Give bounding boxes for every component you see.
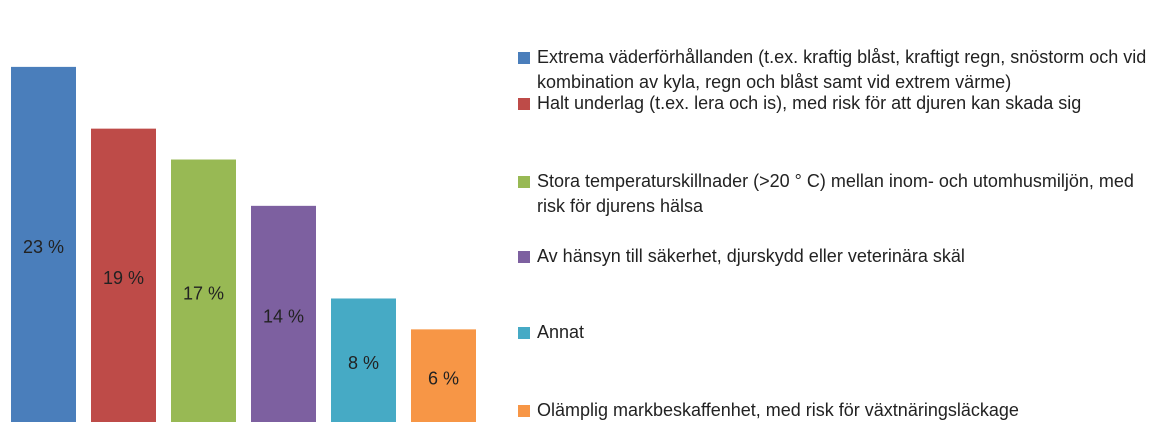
- bar: [251, 205, 316, 422]
- legend-entry: Annat: [518, 320, 1152, 345]
- chart: 23 % 19 % 17 % 14 % 8 % 6 %: [11, 66, 476, 422]
- legend-swatch: [518, 176, 530, 188]
- legend-swatch: [518, 52, 530, 64]
- legend-entry: Stora temperaturskillnader (>20 ° C) mel…: [518, 169, 1152, 219]
- bar: [91, 128, 156, 422]
- legend-label: Halt underlag (t.ex. lera och is), med r…: [537, 93, 1082, 113]
- legend-swatch: [518, 405, 530, 417]
- legend-swatch: [518, 251, 530, 263]
- legend-label: Av hänsyn till säkerhet, djurskydd eller…: [537, 246, 965, 266]
- value-label: 14 %: [263, 307, 304, 327]
- legend-entry: Olämplig markbeskaffenhet, med risk för …: [518, 398, 1152, 423]
- value-label: 23 %: [23, 237, 64, 257]
- value-label: 17 %: [183, 284, 224, 304]
- legend-label: Stora temperaturskillnader (>20 ° C) mel…: [537, 171, 1134, 216]
- value-label: 6 %: [428, 368, 459, 388]
- legend-swatch: [518, 98, 530, 110]
- legend-label: Olämplig markbeskaffenhet, med risk för …: [537, 400, 1019, 420]
- bar: [171, 159, 236, 422]
- legend-label: Annat: [537, 322, 585, 342]
- legend-swatch: [518, 327, 530, 339]
- legend-entry: Halt underlag (t.ex. lera och is), med r…: [518, 91, 1152, 116]
- legend-entry: Av hänsyn till säkerhet, djurskydd eller…: [518, 244, 1152, 269]
- value-label: 19 %: [103, 268, 144, 288]
- bar: [331, 298, 396, 422]
- legend-entry: Extrema väderförhållanden (t.ex. kraftig…: [518, 45, 1152, 95]
- bar: [11, 66, 76, 422]
- value-label: 8 %: [348, 353, 379, 373]
- legend-label: Extrema väderförhållanden (t.ex. kraftig…: [537, 47, 1147, 92]
- bar: [411, 329, 476, 422]
